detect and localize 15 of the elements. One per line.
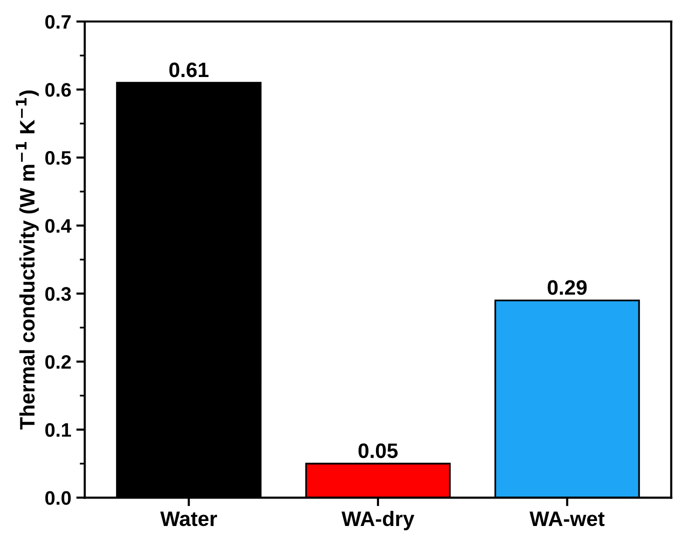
x-tick-label: Water	[160, 512, 218, 526]
data-label: 0.61	[169, 62, 208, 78]
y-axis-title: Thermal conductivity (W m$^{−1}$ K$^{−1}$)	[16, 90, 39, 430]
y-tick-label: 0.7	[45, 14, 71, 29]
y-tick-label: 0.4	[45, 219, 72, 233]
data-label: 0.05	[358, 443, 398, 458]
y-tick-label: 0.1	[45, 423, 72, 437]
y-tick-label: 0.0	[45, 491, 71, 505]
y-tick-label: 0.6	[45, 83, 71, 97]
y-tick-label: 0.5	[45, 151, 72, 165]
data-label: 0.29	[548, 280, 587, 295]
x-tick-label: WA-wet	[530, 512, 605, 526]
y-tick-label: 0.3	[45, 287, 71, 301]
y-tick-label: 0.2	[45, 355, 71, 369]
x-tick-label: WA-dry	[342, 510, 414, 530]
